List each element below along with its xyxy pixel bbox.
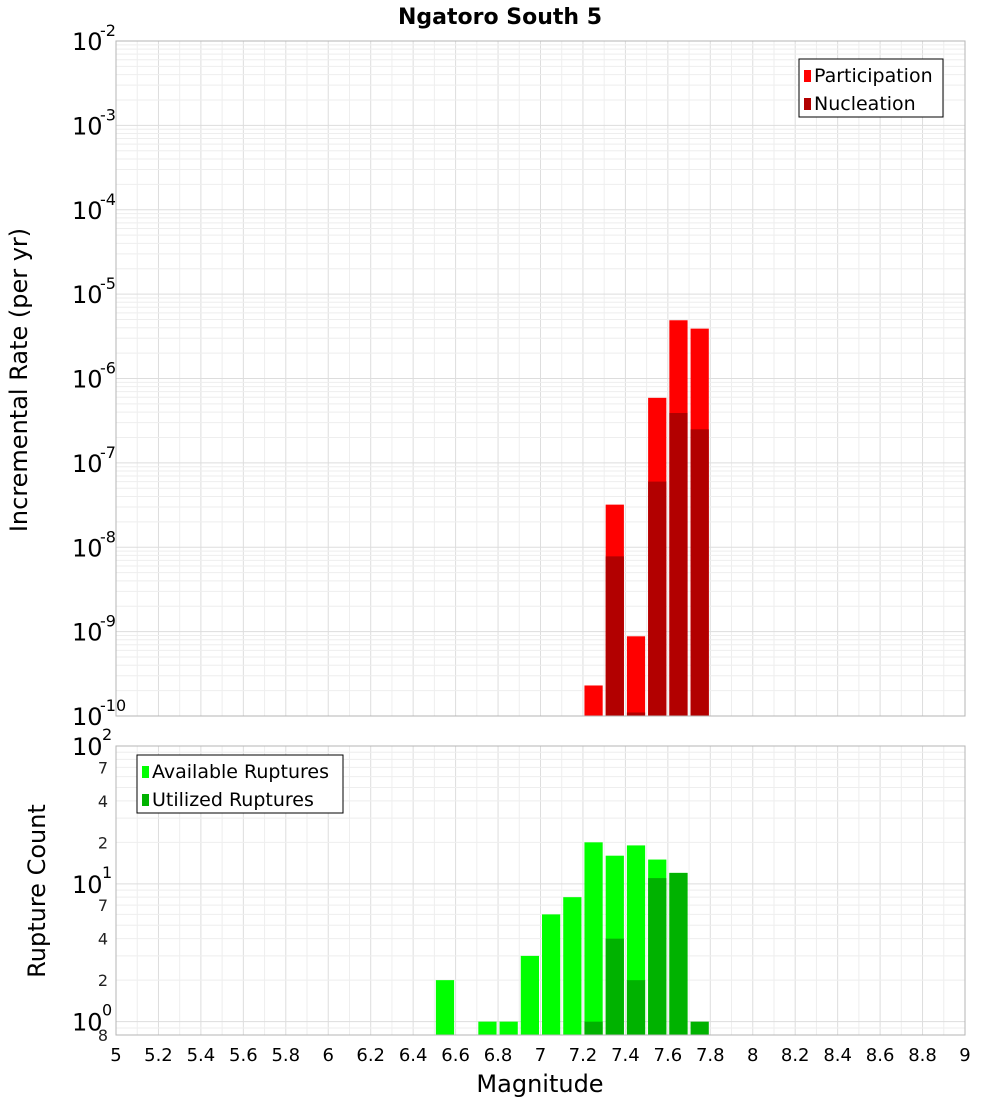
count-y-minor-label: 2 bbox=[98, 833, 108, 852]
rate-grid bbox=[115, 40, 966, 717]
rate-y-tick-label: 10 bbox=[72, 534, 103, 562]
x-tick-label: 5.8 bbox=[271, 1045, 300, 1066]
count-y-minor-label: 4 bbox=[98, 930, 108, 949]
x-axis-title: Magnitude bbox=[476, 1070, 603, 1098]
count-y-major-exponent: 2 bbox=[102, 725, 112, 744]
chart-title: Ngatoro South 5 bbox=[398, 5, 602, 30]
x-tick-label: 5.6 bbox=[229, 1045, 258, 1066]
x-tick-label: 8.6 bbox=[866, 1045, 895, 1066]
count-bar-b-7.25 bbox=[584, 1021, 603, 1035]
rate-legend-swatch-1 bbox=[804, 70, 811, 82]
rate-bar-b-7.65 bbox=[669, 413, 688, 716]
rate-legend-swatch-2 bbox=[804, 98, 811, 110]
x-tick-labels: 5 5.2 5.4 5.6 5.8 6 6.2 6.4 6.6 6.8 7 7.2 7.4 7.6 7.8 8… bbox=[110, 1045, 970, 1066]
x-tick-label: 7.4 bbox=[611, 1045, 640, 1066]
count-legend: Available Ruptures Utilized Ruptures bbox=[136, 754, 344, 814]
rate-y-tick-exponent: -2 bbox=[100, 21, 116, 40]
rate-y-tick-label: 10 bbox=[72, 703, 103, 731]
count-y-minor-label: 7 bbox=[98, 758, 108, 777]
x-tick-label: 6.2 bbox=[356, 1045, 385, 1066]
count-bar-a-6.55 bbox=[435, 980, 455, 1035]
count-y-major-exponent: 1 bbox=[102, 863, 112, 882]
rate-y-tick-label: 10 bbox=[72, 366, 103, 394]
rate-y-tick-exponent: -7 bbox=[100, 443, 116, 462]
rate-y-tick-label: 10 bbox=[72, 112, 103, 140]
count-bar-a-6.75 bbox=[478, 1021, 497, 1035]
x-tick-label: 7 bbox=[535, 1045, 546, 1066]
rate-y-tick-exponent: -4 bbox=[100, 190, 116, 209]
count-bar-a-7.15 bbox=[563, 897, 582, 1035]
top-y-axis-title: Incremental Rate (per yr) bbox=[5, 228, 33, 532]
rate-y-tick-exponent: -5 bbox=[100, 274, 116, 293]
count-bar-b-7.35 bbox=[605, 938, 624, 1035]
count-bar-a-6.85 bbox=[499, 1021, 518, 1035]
count-y-major-label: 10 bbox=[72, 733, 103, 761]
count-y-major-label: 10 bbox=[72, 871, 103, 899]
count-y-minor-label: 8 bbox=[98, 1026, 108, 1045]
count-bar-b-7.65 bbox=[669, 872, 688, 1035]
x-tick-label: 8.2 bbox=[781, 1045, 810, 1066]
count-bars bbox=[435, 842, 709, 1035]
rate-y-tick-label: 10 bbox=[72, 619, 103, 647]
x-tick-label: 6.4 bbox=[399, 1045, 428, 1066]
count-y-minor-label: 7 bbox=[98, 896, 108, 915]
rate-plot-frame bbox=[115, 40, 966, 717]
rate-y-tick-label: 10 bbox=[72, 197, 103, 225]
rate-legend-box bbox=[798, 58, 944, 118]
x-tick-label: 7.6 bbox=[654, 1045, 683, 1066]
count-y-major-label: 10 bbox=[72, 1009, 103, 1037]
rate-bar-b-7.35 bbox=[605, 556, 624, 716]
count-legend-box bbox=[136, 754, 344, 814]
rate-y-tick-exponent: -3 bbox=[100, 105, 116, 124]
rate-y-tick-label: 10 bbox=[72, 450, 103, 478]
rate-legend-label-1: Participation bbox=[814, 65, 933, 87]
x-tick-label: 8 bbox=[747, 1045, 758, 1066]
rate-legend: Participation Nucleation bbox=[798, 58, 944, 118]
x-tick-label: 6 bbox=[323, 1045, 334, 1066]
count-bar-b-7.75 bbox=[690, 1021, 709, 1035]
x-tick-label: 5 bbox=[110, 1045, 121, 1066]
rate-y-tick-exponent: -9 bbox=[100, 612, 116, 631]
x-tick-label: 7.8 bbox=[696, 1045, 725, 1066]
rate-bar-b-7.55 bbox=[648, 481, 667, 716]
count-legend-swatch-2 bbox=[142, 794, 149, 806]
count-bar-b-7.55 bbox=[648, 878, 667, 1035]
count-legend-label-2: Utilized Ruptures bbox=[152, 789, 314, 811]
x-tick-label: 7.2 bbox=[569, 1045, 598, 1066]
x-tick-label: 6.8 bbox=[484, 1045, 513, 1066]
x-tick-label: 5.2 bbox=[144, 1045, 173, 1066]
rate-y-tick-exponent: -10 bbox=[100, 696, 126, 715]
count-y-minor-label: 2 bbox=[98, 971, 108, 990]
count-bar-a-6.95 bbox=[520, 955, 539, 1035]
x-tick-label: 6.6 bbox=[441, 1045, 470, 1066]
rate-y-tick-exponent: -6 bbox=[100, 359, 116, 378]
rate-plot: ParticipationNucleation10-1010-910-810-7… bbox=[72, 21, 966, 731]
count-bar-a-7.05 bbox=[542, 914, 561, 1035]
x-tick-label: 9 bbox=[959, 1045, 970, 1066]
count-bar-b-7.45 bbox=[626, 980, 646, 1035]
rate-y-tick-label: 10 bbox=[72, 28, 103, 56]
rate-bar-a-7.45 bbox=[626, 636, 646, 716]
rate-y-tick-exponent: -8 bbox=[100, 527, 116, 546]
rate-bar-a-7.25 bbox=[584, 685, 603, 716]
count-plot-frame bbox=[115, 745, 966, 1036]
x-tick-label: 5.4 bbox=[187, 1045, 216, 1066]
count-bar-a-7.25 bbox=[584, 842, 603, 1035]
count-legend-label-1: Available Ruptures bbox=[152, 761, 329, 783]
rate-bars bbox=[584, 320, 709, 716]
count-legend-swatch-1 bbox=[142, 766, 149, 778]
x-tick-label: 8.4 bbox=[823, 1045, 852, 1066]
bottom-y-axis-title: Rupture Count bbox=[23, 804, 51, 978]
rate-bar-b-7.75 bbox=[690, 429, 709, 716]
rate-bar-b-7.45 bbox=[626, 712, 646, 716]
rate-legend-label-2: Nucleation bbox=[814, 93, 916, 115]
rate-y-tick-label: 10 bbox=[72, 281, 103, 309]
x-tick-label: 8.8 bbox=[908, 1045, 937, 1066]
count-y-major-exponent: 0 bbox=[102, 1001, 112, 1020]
count-y-minor-label: 4 bbox=[98, 792, 108, 811]
